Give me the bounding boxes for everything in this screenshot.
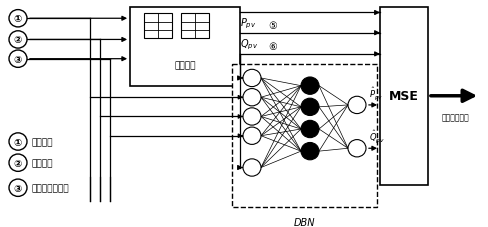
Circle shape (9, 32, 27, 49)
Text: ③: ③ (14, 54, 22, 64)
Circle shape (243, 89, 261, 106)
Text: 光伏集群: 光伏集群 (174, 61, 196, 70)
Text: $P_{pv}$: $P_{pv}$ (240, 16, 256, 31)
Bar (130, 8, 240, 86)
Bar (380, 8, 428, 185)
Bar (232, 65, 377, 207)
Circle shape (9, 133, 27, 151)
Text: $Q_{pv}$: $Q_{pv}$ (240, 37, 258, 52)
Text: ②: ② (14, 158, 22, 168)
Circle shape (9, 179, 27, 197)
Text: ①: ① (14, 14, 22, 24)
Circle shape (9, 51, 27, 68)
Text: $\hat{P}_{pv}$: $\hat{P}_{pv}$ (369, 85, 384, 102)
Circle shape (243, 70, 261, 87)
Circle shape (9, 10, 27, 28)
Text: DBN: DBN (294, 217, 315, 227)
Text: ①: ① (14, 137, 22, 147)
Text: $\hat{Q}_{pv}$: $\hat{Q}_{pv}$ (369, 128, 385, 145)
Circle shape (9, 154, 27, 172)
Text: ⑤: ⑤ (268, 21, 277, 31)
Text: ⑥: ⑥ (268, 42, 277, 52)
Circle shape (301, 143, 319, 160)
Circle shape (243, 159, 261, 176)
Circle shape (301, 99, 319, 116)
Circle shape (348, 97, 366, 114)
Text: 无功参考图改变: 无功参考图改变 (32, 183, 70, 192)
Text: ③: ③ (14, 183, 22, 193)
Circle shape (301, 78, 319, 95)
Circle shape (243, 128, 261, 145)
Bar (144, 14, 172, 39)
Circle shape (301, 121, 319, 138)
Circle shape (243, 108, 261, 126)
Text: 制定模型参数: 制定模型参数 (441, 113, 469, 122)
Text: ②: ② (14, 35, 22, 45)
Text: 电压扰动: 电压扰动 (32, 158, 54, 168)
Circle shape (348, 140, 366, 157)
Bar (181, 14, 209, 39)
Text: MSE: MSE (389, 90, 419, 103)
Text: 光强扰动: 光强扰动 (32, 137, 54, 146)
